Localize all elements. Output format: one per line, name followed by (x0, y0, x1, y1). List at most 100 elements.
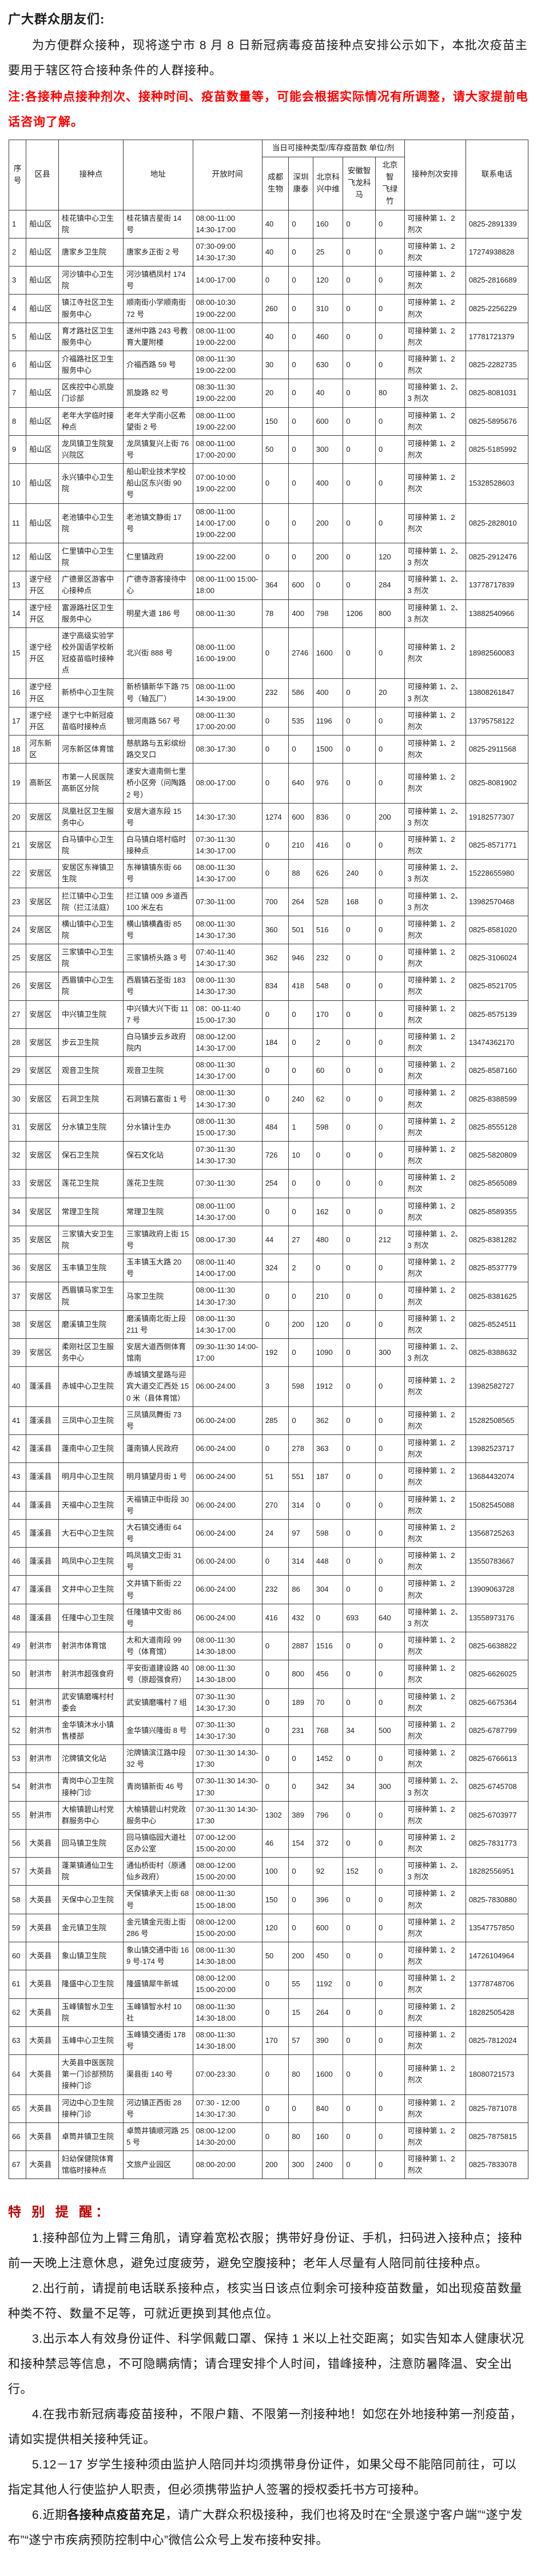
cell-hours: 08:00-12:00 15:00-20:00 (192, 1913, 262, 1943)
cell-seq: 67 (8, 2150, 27, 2180)
cell-beijing-lvzhu: 0 (375, 2122, 405, 2152)
cell-dose-plan: 可接种第 1、2、3 剂次 (404, 379, 466, 408)
cell-hours: 08:00-11:30 14:30-17:30 (192, 1084, 262, 1114)
cell-phone: 17274938828 (465, 237, 529, 267)
cell-hours: 08:00-11:40 14:00-17:00 (192, 1254, 262, 1283)
cell-seq: 57 (8, 1857, 27, 1886)
cell-phone: 0825-8081031 (465, 379, 529, 408)
cell-site: 天福中心卫生院 (58, 1490, 124, 1520)
cell-district: 安居区 (26, 1282, 59, 1311)
cell-site: 河边中心卫生院接种门诊 (58, 2094, 124, 2123)
cell-anhui-zhifei: 0 (343, 1434, 376, 1464)
cell-address: 磨溪镇南北街上段 211 号 (123, 1310, 193, 1339)
cell-anhui-zhifei: 0 (343, 1366, 376, 1407)
reminder-item-1: 1.接种部位为上臂三角肌，请穿着宽松衣服；携带好身份证、手机，扫码进入接种点；接… (8, 2232, 523, 2271)
cell-anhui-zhifei: 0 (343, 1028, 376, 1058)
cell-address: 隆盛镇犀牛新城 (123, 1970, 193, 1999)
cell-beijing-lvzhu: 0 (375, 294, 405, 323)
cell-address: 横山镇横鑫街 85 号 (123, 915, 193, 945)
cell-phone: 13684432074 (465, 1462, 529, 1492)
cell-dose-plan: 可接种第 1、2、3 剂次 (404, 1225, 466, 1255)
cell-dose-plan: 可接种第 1、2 剂次 (404, 1970, 466, 1999)
cell-shenzhen-kangtai: 0 (288, 294, 313, 323)
cell-seq: 46 (8, 1547, 27, 1576)
cell-address: 太和大道南段 99 号（体育馆） (123, 1631, 193, 1661)
cell-phone: 13474362170 (465, 1028, 529, 1058)
cell-anhui-zhifei: 0 (343, 627, 376, 679)
table-row: 26 安居区 西眉镇中心卫生院 西眉镇石圣街 183 号 08:00-11:30 14:… (8, 972, 529, 1001)
cell-site: 文井中心卫生院 (58, 1575, 124, 1604)
cell-dose-plan: 可接种第 1、2 剂次 (404, 1141, 466, 1170)
cell-phone: 0825-6787799 (465, 1716, 529, 1746)
cell-anhui-zhifei: 0 (343, 1631, 376, 1661)
cell-dose-plan: 可接种第 1、2 剂次 (404, 830, 466, 860)
cell-hours: 08:00-12:00 14:30-20:00 (192, 2122, 262, 2152)
cell-hours: 08:30-11:30 19:00-22:00 (192, 379, 262, 408)
cell-anhui-zhifei: 0 (343, 915, 376, 945)
cell-beijing-lvzhu: 0 (375, 435, 405, 464)
cell-seq: 47 (8, 1575, 27, 1604)
cell-address: 任隆镇中文街 86 号 (123, 1603, 193, 1632)
cell-chengdu-bio: 270 (261, 1490, 289, 1520)
cell-anhui-zhifei: 0 (343, 2122, 376, 2152)
cell-shenzhen-kangtai: 0 (288, 1282, 313, 1311)
cell-hours: 06:00-24:00 (192, 1462, 262, 1492)
cell-chengdu-bio: 0 (261, 1660, 289, 1689)
cell-shenzhen-kangtai: 0 (288, 435, 313, 464)
cell-shenzhen-kangtai: 0 (288, 463, 313, 504)
cell-seq: 55 (8, 1800, 27, 1830)
col-subheader-anhui-zhifei: 安徽智 飞龙科 马 (343, 156, 376, 210)
cell-phone: 18080721573 (465, 2054, 529, 2095)
cell-seq: 31 (8, 1112, 27, 1142)
table-row: 29 安居区 观音卫生院 观音卫生院 08:00-11:30 14:30-17:00 0 0… (8, 1056, 529, 1086)
cell-beijing-kexing: 40 (312, 379, 344, 408)
table-row: 56 大英县 回马镇卫生院 回马镇临园大道社区办公室 07:00-12:00 15:00… (8, 1828, 529, 1858)
cell-chengdu-bio: 30 (261, 351, 289, 380)
cell-hours: 08:00-11:30 14:30-18:00 (192, 2026, 262, 2056)
col-subheader-beijing-lvzhu: 北京智 飞绿竹 (375, 156, 405, 210)
col-subheader-shenzhen-kangtai: 深圳 康泰 (288, 156, 313, 210)
cell-beijing-lvzhu: 800 (375, 599, 405, 628)
cell-shenzhen-kangtai: 55 (288, 1970, 313, 1999)
cell-shenzhen-kangtai: 586 (288, 678, 313, 707)
cell-site: 任隆中心卫生院 (58, 1603, 124, 1632)
cell-dose-plan: 可接种第 1、2 剂次 (404, 972, 466, 1001)
cell-shenzhen-kangtai: 418 (288, 972, 313, 1001)
cell-beijing-kexing: 2 (312, 1028, 344, 1058)
cell-address: 马家卫生院 (123, 1282, 193, 1311)
cell-phone: 13882540966 (465, 599, 529, 628)
cell-chengdu-bio: 24 (261, 1518, 289, 1548)
cell-hours: 07:30-11:30 14:30-17:30 (192, 1141, 262, 1170)
cell-dose-plan: 可接种第 1、2 剂次 (404, 1000, 466, 1029)
cell-phone: 0825-7875815 (465, 2122, 529, 2152)
cell-phone: 18282505428 (465, 1998, 529, 2027)
cell-address: 象山镇交通中街 169 号-174 号 (123, 1942, 193, 1971)
table-row: 28 安居区 步云卫生院 白马镇步云乡政府院内 08:00-12:00 14:30-17… (8, 1028, 529, 1058)
cell-chengdu-bio: 254 (261, 1169, 289, 1198)
cell-seq: 15 (8, 627, 27, 679)
cell-hours: 07:30-11:00 (192, 887, 262, 916)
cell-seq: 10 (8, 463, 27, 504)
cell-shenzhen-kangtai: 57 (288, 2026, 313, 2056)
cell-shenzhen-kangtai: 0 (288, 266, 313, 295)
cell-district: 船山区 (26, 322, 59, 352)
cell-beijing-kexing: 1196 (312, 706, 344, 736)
cell-beijing-lvzhu: 0 (375, 763, 405, 804)
cell-dose-plan: 可接种第 1、2 剂次 (404, 1169, 466, 1198)
cell-beijing-kexing: 600 (312, 1913, 344, 1943)
cell-beijing-lvzhu: 0 (375, 1000, 405, 1029)
cell-anhui-zhifei: 0 (343, 1942, 376, 1971)
table-row: 58 大英县 天保中心卫生院 天保镇承天上街 68 号 08:00-11:30 15:0… (8, 1885, 529, 1914)
cell-seq: 26 (8, 972, 27, 1001)
cell-site: 观音卫生院 (58, 1056, 124, 1086)
table-row: 52 射洪市 金华镇沐水小镇售楼部 金华镇兴隆街 8 号 07:30-11:30 14:… (8, 1716, 529, 1746)
cell-beijing-lvzhu: 0 (375, 859, 405, 888)
cell-address: 老年大学南小区希望街 2 号 (123, 407, 193, 436)
cell-anhui-zhifei: 0 (343, 1490, 376, 1520)
cell-seq: 1 (8, 209, 27, 238)
cell-phone: 14726104964 (465, 1942, 529, 1971)
cell-chengdu-bio: 0 (261, 2122, 289, 2152)
cell-phone: 13982523717 (465, 1434, 529, 1464)
cell-anhui-zhifei: 0 (343, 1056, 376, 1086)
cell-seq: 20 (8, 802, 27, 832)
